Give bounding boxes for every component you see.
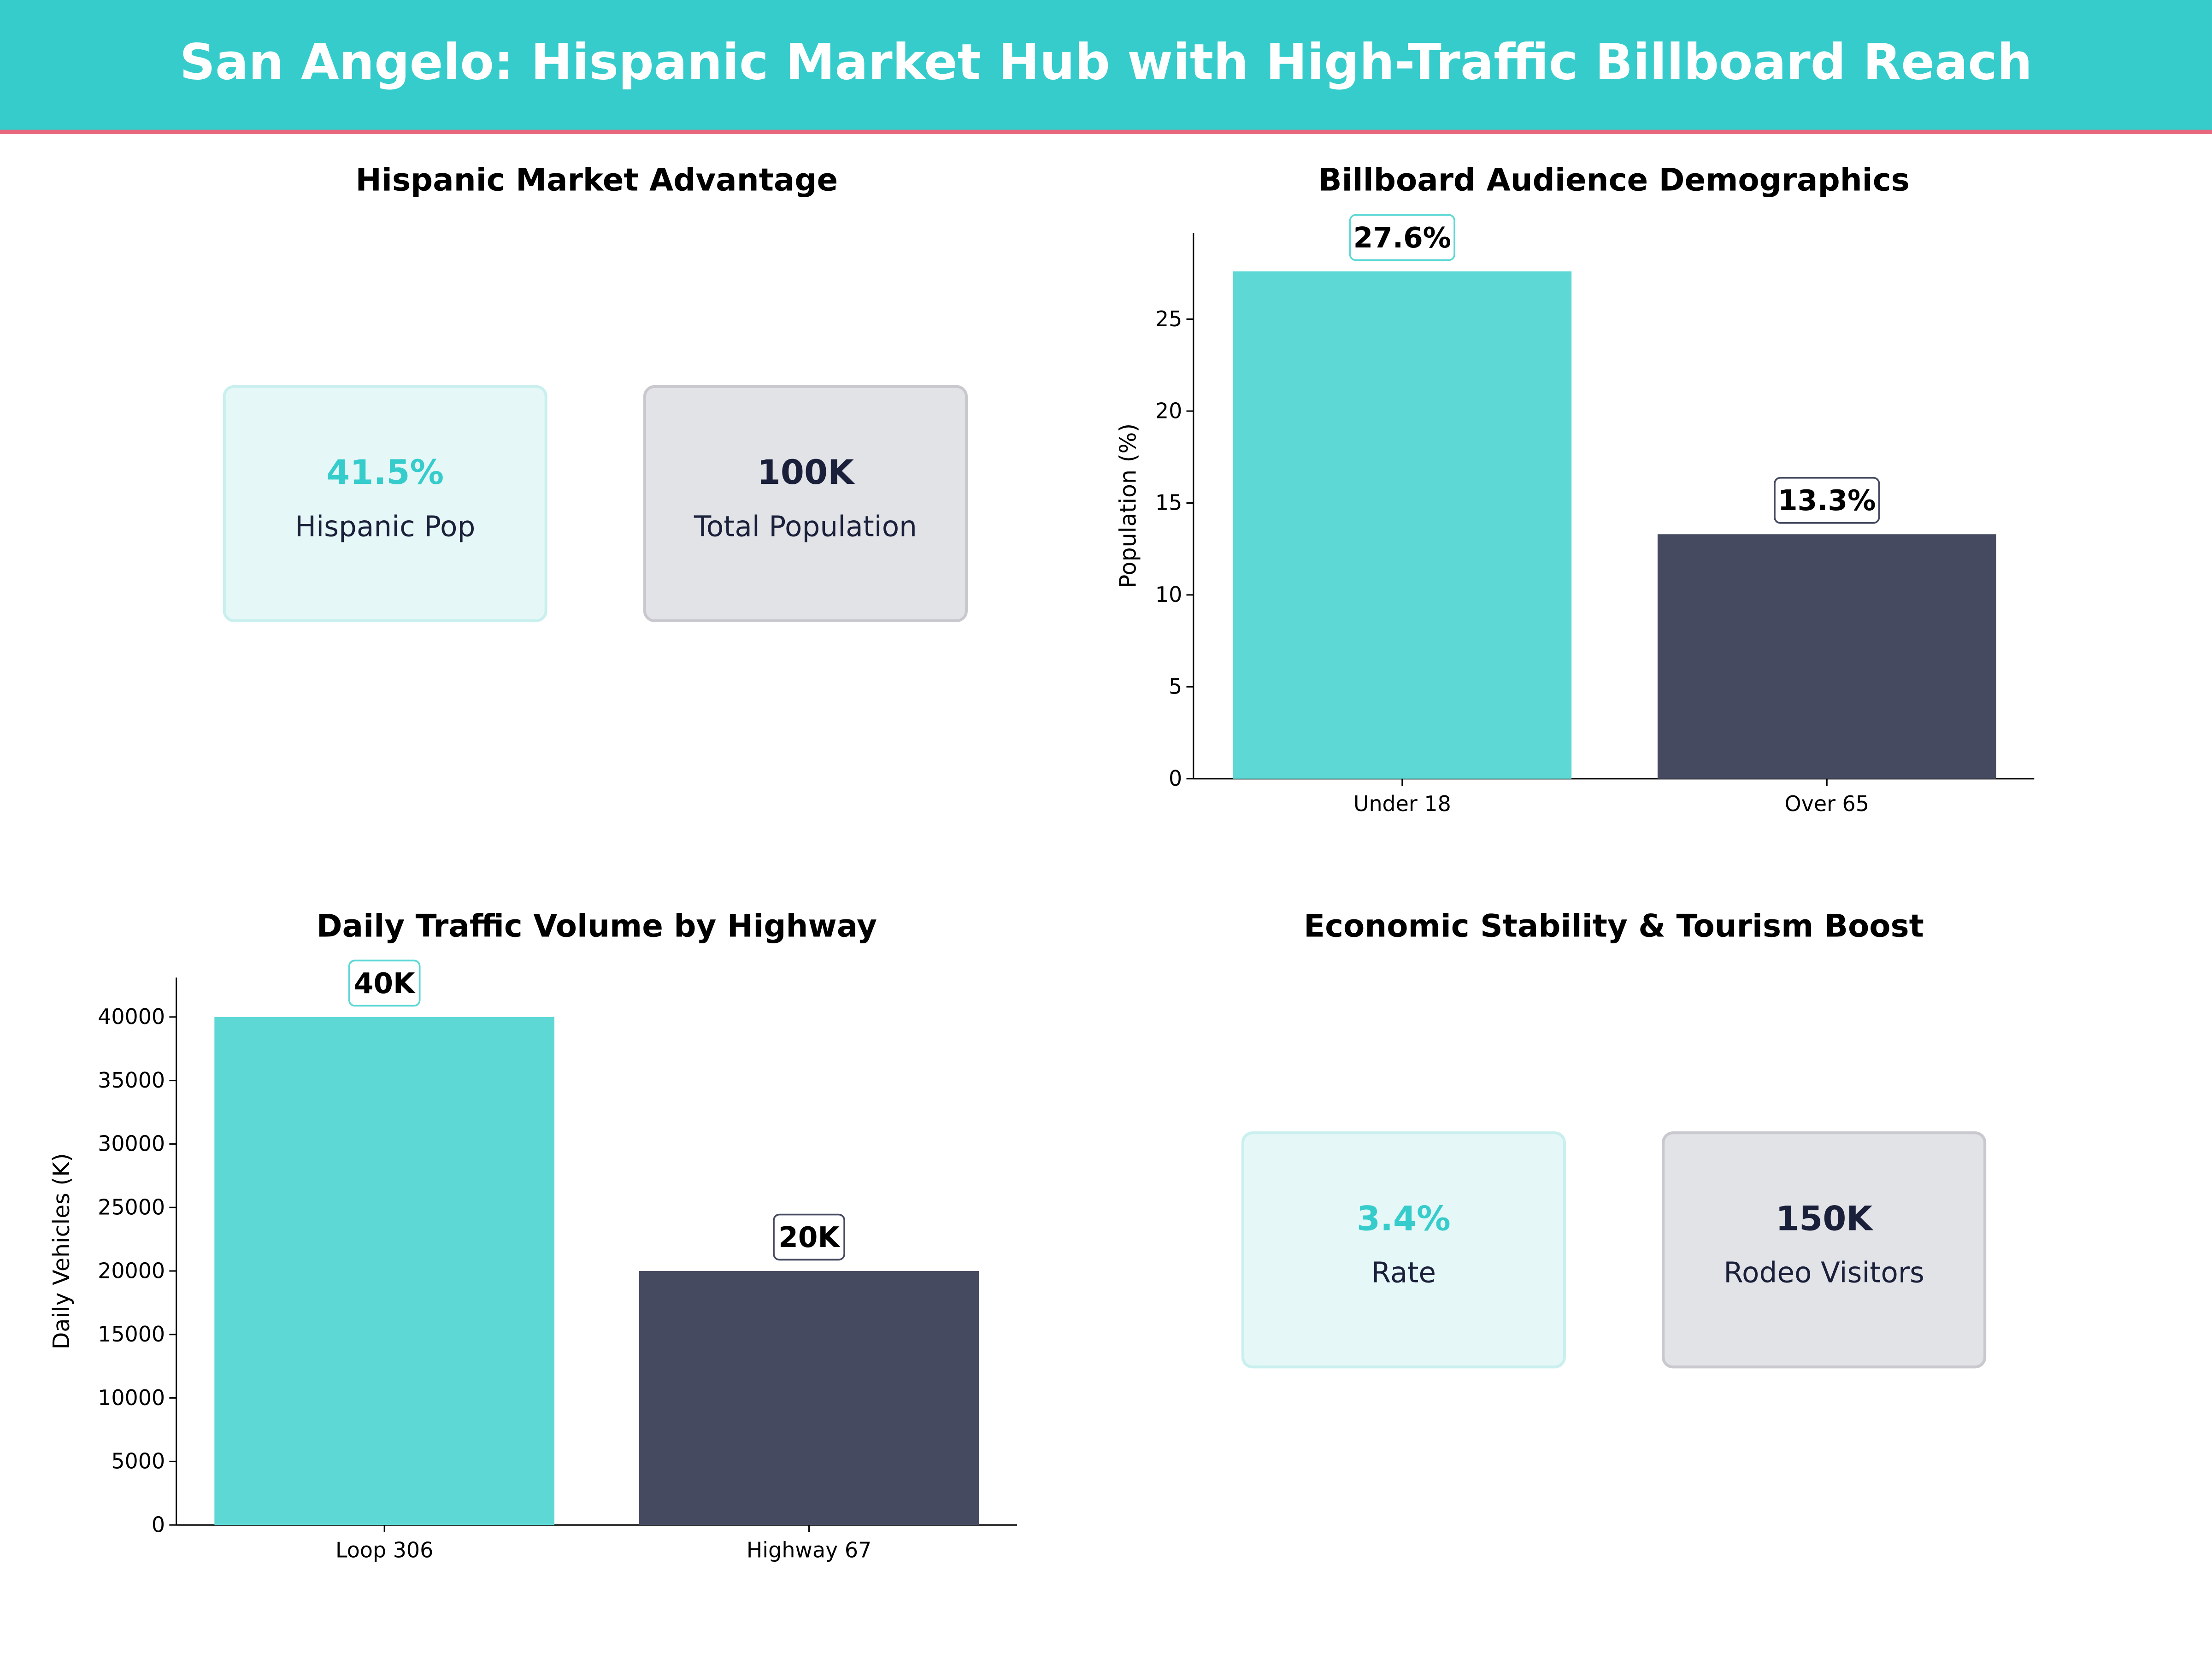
hispanic-pop-card: 41.5% Hispanic Pop [223,385,547,622]
y-tick-label: 5 [1169,674,1182,699]
y-tick-label: 35000 [98,1068,165,1093]
y-axis-label: Population (%) [1115,424,1141,588]
card-value: 3.4% [1357,1199,1451,1239]
y-tick-label: 25000 [98,1195,165,1220]
card-value: 150K [1775,1199,1873,1239]
y-tick-label: 0 [152,1512,165,1537]
market-panel-title: Hispanic Market Advantage [355,164,838,199]
y-tick-label: 15 [1155,490,1182,515]
card-label: Rate [1371,1255,1436,1289]
economy-panel-title: Economic Stability & Tourism Boost [1304,910,1924,946]
card-label: Total Population [694,509,918,543]
card-label: Hispanic Pop [295,509,476,543]
demographics-chart-title: Billboard Audience Demographics [1318,164,1910,199]
data-label-box [1349,214,1455,261]
y-tick-label: 40000 [98,1004,165,1029]
y-tick-label: 10 [1155,582,1182,607]
data-label-box [773,1213,845,1261]
rodeo-visitors-card: 150K Rodeo Visitors [1662,1131,1987,1369]
data-label: 40K [354,967,416,1000]
bar-over-65 [1657,534,1996,779]
x-tick-label: Loop 306 [335,1538,433,1563]
y-tick-label: 25 [1155,306,1182,331]
card-value: 100K [757,453,854,493]
bar-under-18 [1233,271,1572,779]
y-tick-label: 20000 [98,1258,165,1283]
rate-card: 3.4% Rate [1241,1131,1566,1369]
bar-loop-306 [214,1017,555,1525]
y-axis-label: Daily Vehicles (K) [48,1153,75,1349]
y-tick-label: 0 [1169,766,1182,791]
data-label-box [348,959,421,1007]
total-population-card: 100K Total Population [643,385,968,622]
y-tick-label: 30000 [98,1131,165,1156]
data-label-box [1774,477,1880,524]
header-banner: San Angelo: Hispanic Market Hub with Hig… [0,0,2212,134]
y-tick-label: 20 [1155,398,1182,423]
data-label: 13.3% [1778,484,1876,517]
traffic-chart-title: Daily Traffic Volume by Highway [316,910,877,946]
bar-highway-67 [639,1271,979,1525]
x-tick-label: Highway 67 [747,1538,871,1563]
x-tick-label: Under 18 [1353,791,1451,816]
y-tick-label: 5000 [111,1449,165,1474]
x-tick-label: Over 65 [1785,791,1869,816]
data-label: 27.6% [1353,222,1451,254]
data-label: 20K [778,1221,841,1254]
card-label: Rodeo Visitors [1724,1255,1924,1289]
page-title: San Angelo: Hispanic Market Hub with Hig… [179,35,2033,92]
card-value: 41.5% [326,453,444,493]
y-tick-label: 10000 [98,1385,165,1410]
y-tick-label: 15000 [98,1322,165,1347]
